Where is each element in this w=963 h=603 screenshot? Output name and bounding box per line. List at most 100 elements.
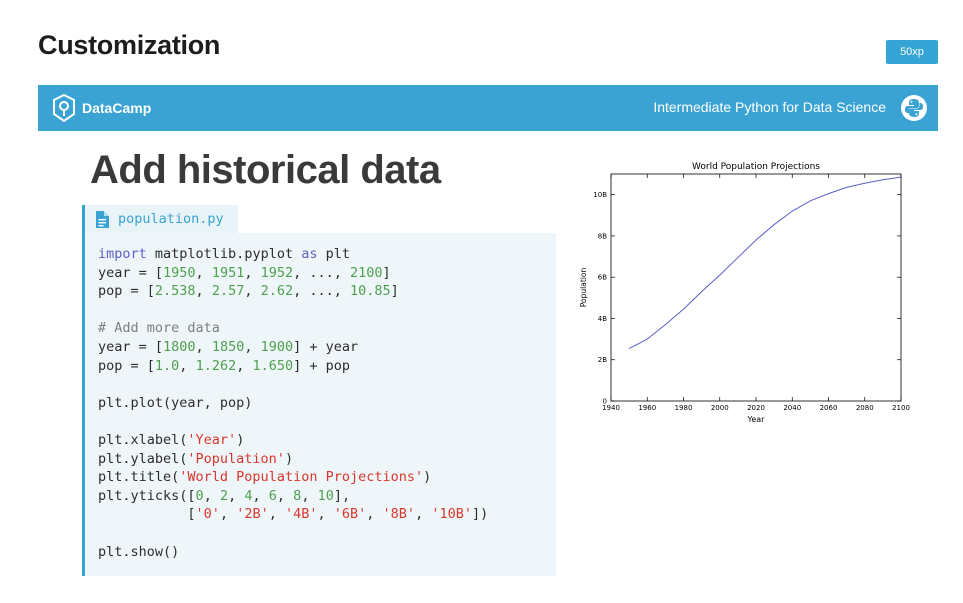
code-token: ]) xyxy=(471,506,489,523)
python-icon xyxy=(901,95,927,121)
chart-svg: World Population Projections Year Populati… xyxy=(579,162,910,424)
code-token: , xyxy=(244,283,261,300)
code-token: pop = [ xyxy=(98,283,155,300)
code-line: pop = [2.538, 2.57, 2.62, ..., 10.85] xyxy=(98,282,488,301)
code-token: 1850 xyxy=(211,338,245,355)
brand-name: DataCamp xyxy=(82,100,152,116)
code-token: 10 xyxy=(317,487,334,504)
code-token: 1800 xyxy=(163,338,196,355)
code-token: ] + pop xyxy=(293,357,351,374)
code-token: , xyxy=(366,506,383,523)
code-line: ['0', '2B', '4B', '6B', '8B', '10B']) xyxy=(98,505,488,524)
code-token: ) xyxy=(423,469,432,486)
code-line xyxy=(98,301,488,320)
code-token: 1900 xyxy=(260,338,294,355)
code-token: ) xyxy=(284,450,294,467)
code-token: year = [ xyxy=(98,338,164,355)
code-line: import matplotlib.pyplot as plt xyxy=(98,245,488,264)
code-token: plt xyxy=(317,246,350,262)
code-token: ] + year xyxy=(293,338,359,355)
xp-badge: 50xp xyxy=(886,40,938,64)
slide-banner: DataCamp Intermediate Python for Data Sc… xyxy=(38,85,938,131)
code-token: 1.0 xyxy=(154,357,180,374)
code-token: , xyxy=(301,487,318,504)
chart-title: World Population Projections xyxy=(692,162,820,172)
code-line: year = [1950, 1951, 1952, ..., 2100] xyxy=(98,264,488,283)
code-token: , xyxy=(179,357,196,374)
y-tick-label: 4B xyxy=(598,315,607,323)
code-token: , xyxy=(276,487,294,504)
datacamp-logo-icon xyxy=(53,94,75,122)
code-token: '10B' xyxy=(431,506,472,523)
code-token: plt.title( xyxy=(98,469,180,486)
code-token: as xyxy=(301,246,318,262)
code-token: , ..., xyxy=(293,264,351,281)
x-tick-label: 1940 xyxy=(602,404,620,412)
code-token: 1.650 xyxy=(252,357,294,374)
code-token: , xyxy=(317,506,334,523)
code-token: plt.xlabel( xyxy=(98,431,188,448)
code-token: , xyxy=(415,506,432,523)
code-token: '4B' xyxy=(284,506,318,523)
code-token: '8B' xyxy=(382,506,416,523)
code-token: ] xyxy=(382,264,391,281)
code-token: 2.57 xyxy=(211,283,245,300)
code-token: plt.show() xyxy=(98,543,180,560)
x-tick-label: 2020 xyxy=(747,404,765,412)
code-line xyxy=(98,524,488,543)
code-line: plt.ylabel('Population') xyxy=(98,450,488,469)
y-tick-label: 0 xyxy=(603,398,607,406)
code-token: , xyxy=(195,283,212,300)
code-token: 2.62 xyxy=(260,283,294,300)
file-icon xyxy=(96,210,109,228)
population-line xyxy=(628,176,902,350)
code-token: , xyxy=(228,487,245,504)
code-token: , xyxy=(244,338,261,355)
code-token: ] xyxy=(390,283,399,300)
code-line: plt.title('World Population Projections'… xyxy=(98,468,488,487)
code-token: 1950 xyxy=(163,264,196,281)
code-token: 8 xyxy=(293,487,302,504)
course-title: Intermediate Python for Data Science xyxy=(653,99,886,115)
code-line: pop = [1.0, 1.262, 1.650] + pop xyxy=(98,357,488,376)
code-token: 2100 xyxy=(350,264,383,281)
code-token: '2B' xyxy=(236,506,269,523)
x-tick-label: 1960 xyxy=(638,404,656,412)
code-token: , xyxy=(268,506,285,523)
code-token: , xyxy=(252,487,269,504)
code-line: year = [1800, 1850, 1900] + year xyxy=(98,338,488,357)
code-token: 6 xyxy=(268,487,277,504)
plot-area xyxy=(610,173,902,402)
code-token: 1952 xyxy=(260,264,294,281)
code-token: ], xyxy=(333,487,351,504)
code-token: plt.ylabel( xyxy=(98,450,188,467)
file-tab: population.py xyxy=(82,205,238,233)
x-tick-label: 2100 xyxy=(892,404,910,412)
population-chart: World Population Projections Year Populati… xyxy=(576,156,916,431)
code-token: , ..., xyxy=(293,283,351,300)
code-token: , xyxy=(244,264,261,281)
code-block: import matplotlib.pyplot as plt year = [1… xyxy=(82,233,556,576)
code-token: 'Population' xyxy=(187,450,285,467)
file-name: population.py xyxy=(118,211,224,227)
y-tick-label: 10B xyxy=(593,191,607,199)
code-token: plt.plot(year, pop) xyxy=(98,394,253,411)
x-tick-label: 2000 xyxy=(711,404,729,412)
code-token: 2.538 xyxy=(154,283,196,300)
y-tick-label: 8B xyxy=(598,232,607,240)
y-tick-label: 2B xyxy=(598,356,607,364)
x-tick-label: 2040 xyxy=(783,404,801,412)
code-token: import xyxy=(98,246,147,262)
code-line: # Add more data xyxy=(98,319,488,338)
x-tick-label: 2060 xyxy=(820,404,838,412)
code-token: 1.262 xyxy=(195,357,237,374)
code-token: 'World Population Projections' xyxy=(179,469,424,486)
code-token: ) xyxy=(236,431,245,448)
code-line xyxy=(98,412,488,431)
page-title: Customization xyxy=(38,30,221,60)
code-token: , xyxy=(203,487,220,504)
code-token: year = [ xyxy=(98,264,164,281)
code-token: # Add more data xyxy=(98,320,220,337)
code-token: '0' xyxy=(195,506,220,523)
code-line: plt.plot(year, pop) xyxy=(98,394,488,413)
